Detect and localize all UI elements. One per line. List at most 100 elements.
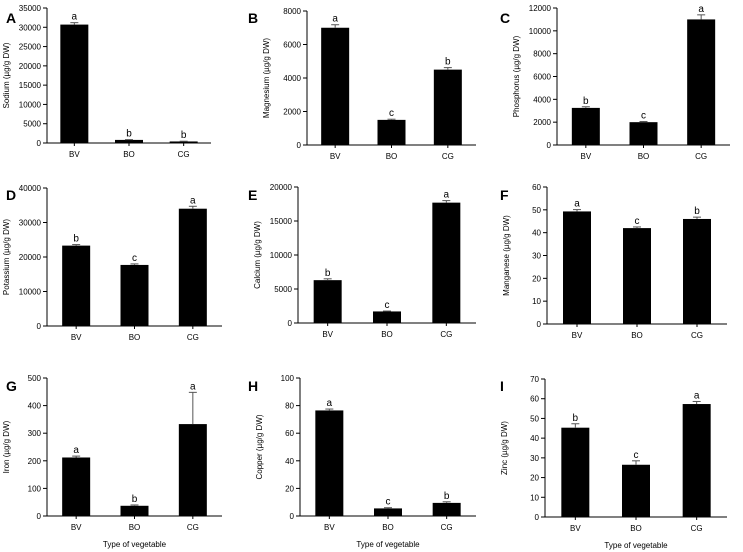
x-tick-label: CG bbox=[442, 152, 454, 161]
panel-e: E 0 5000 10000 15000 20000 Calcium (µg/g DW) BV… bbox=[248, 183, 476, 339]
y-tick-label: 400 bbox=[28, 402, 42, 411]
y-tick-label: 10000 bbox=[19, 100, 42, 109]
significance-letter: c bbox=[386, 497, 391, 508]
bar-cg bbox=[687, 19, 716, 146]
x-tick-label: BO bbox=[638, 152, 650, 161]
x-tick-label: BV bbox=[69, 150, 80, 159]
bar-cg bbox=[432, 502, 461, 516]
y-tick-label: 40 bbox=[530, 434, 539, 443]
significance-letter: b bbox=[132, 494, 138, 505]
y-tick-label: 100 bbox=[281, 374, 295, 383]
x-axis-label: Type of vegetable bbox=[604, 541, 668, 550]
panel-letter: I bbox=[500, 378, 504, 394]
x-tick-label: CG bbox=[441, 523, 453, 532]
significance-letter: c bbox=[641, 110, 646, 121]
significance-letter: a bbox=[444, 190, 450, 201]
panel-c: C 0 2000 4000 6000 8000 10000 12000 Phosphorus (… bbox=[500, 4, 730, 161]
significance-letter: a bbox=[72, 12, 78, 23]
y-tick-label: 20000 bbox=[19, 253, 42, 262]
bar-bo bbox=[120, 505, 149, 516]
y-tick-label: 0 bbox=[288, 319, 293, 328]
bar-bv bbox=[315, 410, 344, 516]
bar-bv bbox=[313, 280, 342, 323]
y-tick-label: 30 bbox=[532, 252, 541, 261]
y-tick-label: 40000 bbox=[19, 184, 42, 193]
significance-letter: a bbox=[73, 445, 79, 456]
bar-bv bbox=[62, 245, 91, 326]
panel-letter: E bbox=[248, 187, 257, 203]
significance-letter: b bbox=[694, 206, 700, 217]
significance-letter: a bbox=[574, 199, 580, 210]
bar-bo bbox=[623, 228, 651, 324]
bar-bo bbox=[374, 508, 402, 516]
x-tick-label: BV bbox=[330, 152, 341, 161]
x-tick-label: BO bbox=[129, 523, 141, 532]
panel-letter: A bbox=[6, 10, 16, 26]
x-tick-label: BV bbox=[580, 152, 591, 161]
x-tick-label: BV bbox=[322, 330, 333, 339]
y-tick-label: 10 bbox=[530, 493, 539, 502]
x-tick-label: BO bbox=[381, 330, 393, 339]
significance-letter: c bbox=[634, 450, 639, 461]
y-tick-label: 0 bbox=[37, 512, 42, 521]
x-tick-label: BO bbox=[386, 152, 398, 161]
y-tick-label: 5000 bbox=[274, 285, 292, 294]
x-axis-label: Type of vegetable bbox=[356, 540, 420, 549]
significance-letter: a bbox=[694, 390, 700, 401]
y-tick-label: 6000 bbox=[533, 73, 551, 82]
x-tick-label: BO bbox=[129, 333, 141, 342]
bar-bv bbox=[62, 457, 91, 516]
y-tick-label: 0 bbox=[535, 513, 540, 522]
significance-letter: b bbox=[325, 268, 331, 279]
bar-cg bbox=[178, 424, 207, 516]
significance-letter: c bbox=[385, 300, 390, 311]
bar-bo bbox=[377, 119, 406, 145]
y-tick-label: 80 bbox=[285, 402, 294, 411]
panel-letter: D bbox=[6, 187, 16, 203]
y-axis-label: Iron (µg/g DW) bbox=[2, 420, 11, 473]
x-tick-label: CG bbox=[695, 152, 707, 161]
y-tick-label: 0 bbox=[37, 322, 42, 331]
significance-letter: b bbox=[126, 129, 132, 140]
y-axis-label: Potassium (µg/g DW) bbox=[2, 219, 11, 296]
bar-bo bbox=[120, 264, 149, 326]
y-tick-label: 40 bbox=[285, 457, 294, 466]
x-tick-label: CG bbox=[187, 523, 199, 532]
y-tick-label: 15000 bbox=[19, 81, 42, 90]
bar-bv bbox=[321, 27, 350, 145]
y-tick-label: 15000 bbox=[270, 217, 293, 226]
significance-letter: b bbox=[573, 413, 579, 424]
significance-letter: b bbox=[444, 491, 450, 502]
significance-letter: c bbox=[389, 108, 394, 119]
significance-letter: a bbox=[190, 195, 196, 206]
y-tick-label: 30000 bbox=[19, 23, 42, 32]
x-tick-label: BV bbox=[572, 331, 583, 340]
y-tick-label: 30 bbox=[530, 454, 539, 463]
y-tick-label: 0 bbox=[297, 141, 302, 150]
x-tick-label: CG bbox=[691, 331, 703, 340]
bar-bv bbox=[60, 24, 89, 143]
significance-letter: a bbox=[190, 381, 196, 392]
y-axis-label: Zinc (µg/g DW) bbox=[500, 421, 509, 475]
y-tick-label: 70 bbox=[530, 375, 539, 384]
y-tick-label: 50 bbox=[532, 206, 541, 215]
y-tick-label: 2000 bbox=[533, 118, 551, 127]
y-axis-label: Sodium (µg/g DW) bbox=[2, 42, 11, 108]
bar-bo bbox=[622, 464, 650, 517]
y-tick-label: 20000 bbox=[270, 183, 293, 192]
bar-bo bbox=[629, 122, 658, 145]
significance-letter: b bbox=[181, 130, 187, 141]
x-tick-label: BV bbox=[324, 523, 335, 532]
y-tick-label: 60 bbox=[285, 429, 294, 438]
significance-letter: b bbox=[73, 234, 79, 245]
panel-d: D 0 10000 20000 30000 40000 Potassium (µg/g DW… bbox=[2, 184, 222, 342]
panel-g: G 0 100 200 300 400 500 Iron (µg/g DW) BV a BO b CG a… bbox=[2, 374, 222, 549]
x-tick-label: BO bbox=[631, 331, 643, 340]
panel-b: B 0 2000 4000 6000 8000 Magnesium (µg/g DW) BV a… bbox=[248, 7, 476, 161]
y-tick-label: 0 bbox=[537, 320, 542, 329]
significance-letter: b bbox=[583, 96, 589, 107]
y-tick-label: 20 bbox=[285, 484, 294, 493]
x-tick-label: BV bbox=[570, 524, 581, 533]
x-tick-label: BV bbox=[71, 333, 82, 342]
